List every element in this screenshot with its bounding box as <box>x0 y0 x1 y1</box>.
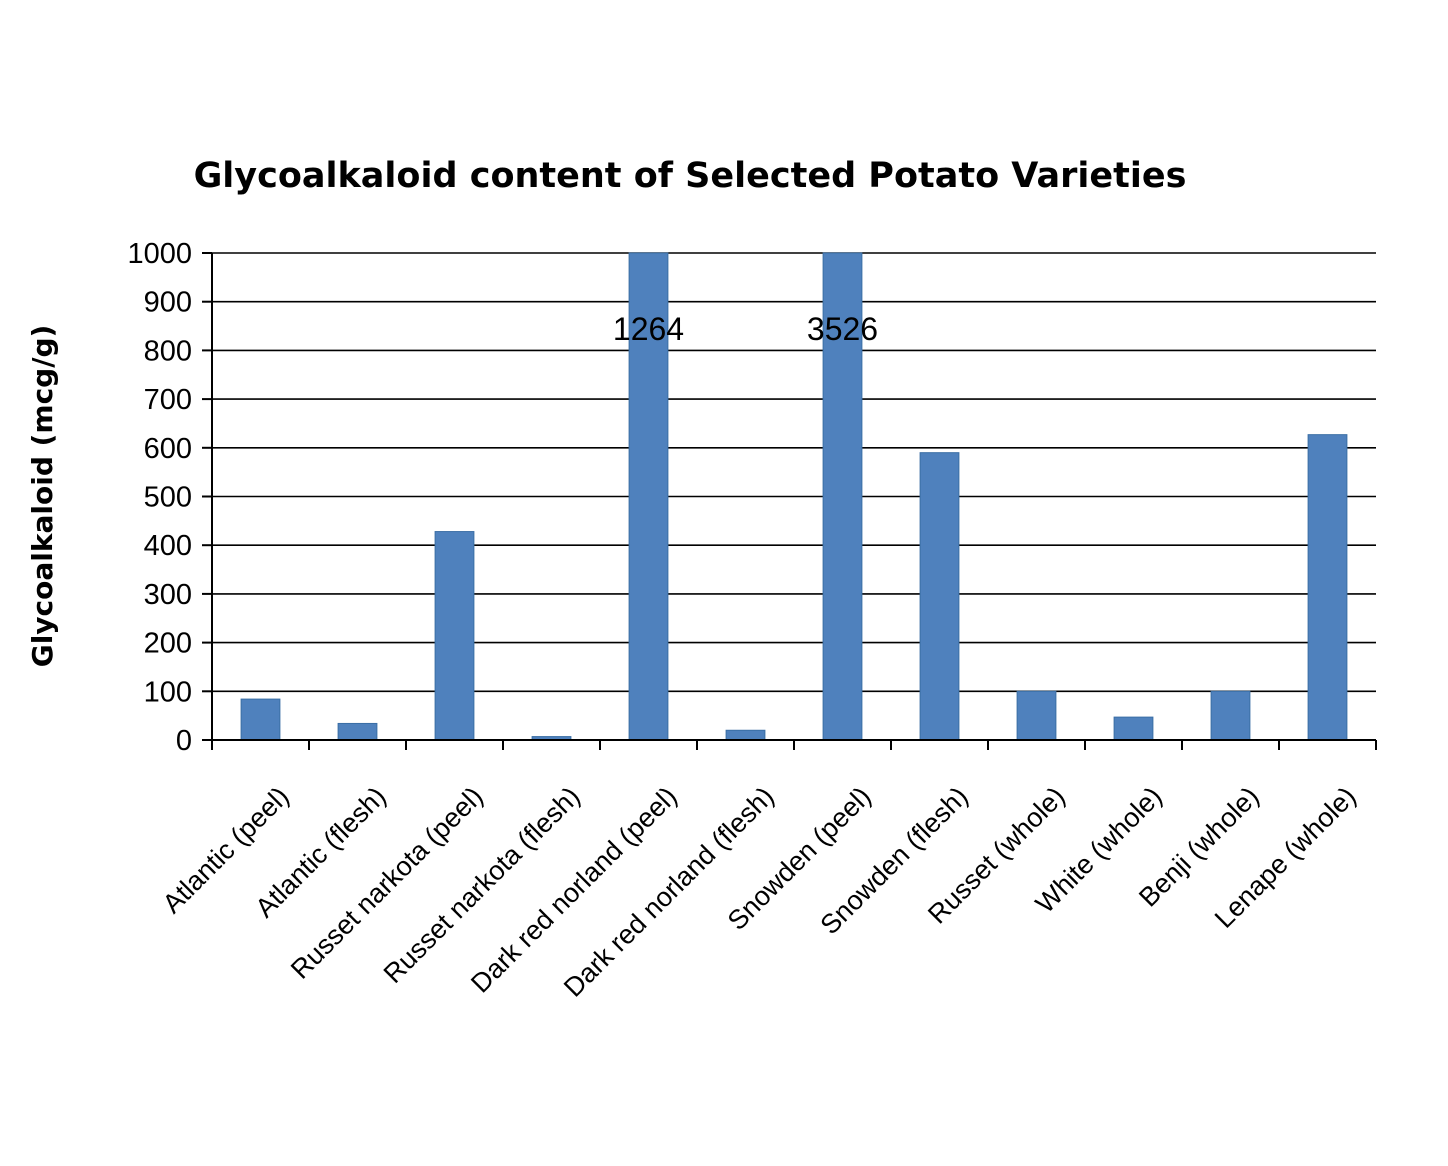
bar <box>628 252 669 741</box>
bar <box>337 722 378 741</box>
y-tick-label: 600 <box>144 433 192 465</box>
bar <box>919 452 960 741</box>
x-tick-labels: Atlantic (peel)Atlantic (flesh)Russet na… <box>157 781 1362 1003</box>
data-labels: 1264 3526 <box>613 311 878 347</box>
y-tick-labels: 0 100 200 300 400 500 600 700 800 900 1000 <box>127 238 192 757</box>
bar <box>725 729 766 741</box>
y-tick-label: 200 <box>144 628 192 660</box>
chart-title: Glycoalkaloid content of Selected Potato… <box>194 156 1187 196</box>
data-label: 1264 <box>613 311 684 347</box>
y-tick-label: 500 <box>144 482 192 514</box>
y-tick-label: 100 <box>144 676 192 708</box>
x-tick-label: Russet narkota (flesh) <box>378 781 586 989</box>
gridlines <box>212 252 1376 693</box>
y-axis-label: Glycoalkaloid (mcg/g) <box>26 325 59 668</box>
bar <box>240 698 281 741</box>
y-tick-label: 400 <box>144 530 192 562</box>
y-tick-label: 0 <box>176 725 192 757</box>
bar <box>1113 716 1154 741</box>
y-tick-label: 1000 <box>127 238 192 270</box>
bars <box>240 252 1348 741</box>
axes <box>202 252 1377 750</box>
y-tick-label: 300 <box>144 579 192 611</box>
y-tick-label: 900 <box>144 287 192 319</box>
bar <box>1210 690 1251 741</box>
bar <box>1307 434 1348 741</box>
y-tick-label: 800 <box>144 335 192 367</box>
x-tick-label: Russet narkota (peel) <box>285 781 489 985</box>
y-tick-label: 700 <box>144 384 192 416</box>
bar <box>1016 690 1057 741</box>
bar <box>434 531 475 741</box>
data-label: 3526 <box>807 311 878 347</box>
